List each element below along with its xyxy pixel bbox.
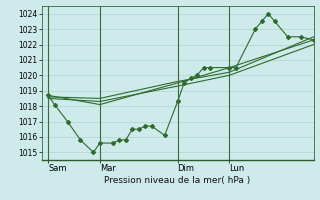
X-axis label: Pression niveau de la mer( hPa ): Pression niveau de la mer( hPa ) (104, 176, 251, 185)
